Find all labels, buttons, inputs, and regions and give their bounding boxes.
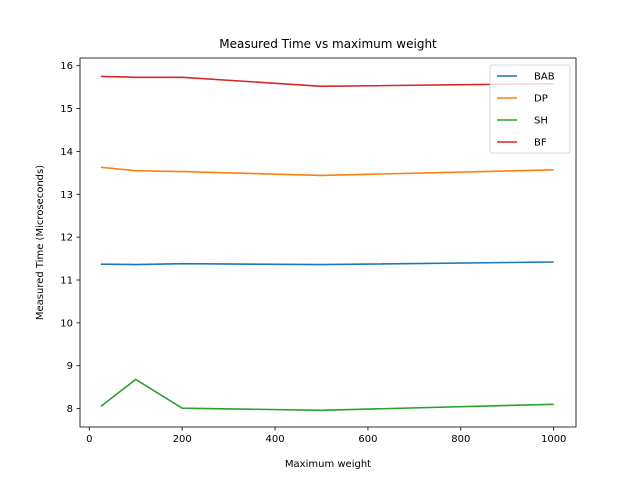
series-lines	[100, 75, 554, 412]
series-line-bf	[100, 75, 554, 88]
x-tick-label: 200	[173, 434, 192, 445]
x-axis-ticks: 0 200 400 600 800 1000	[86, 427, 566, 445]
legend-label-bab: BAB	[534, 72, 555, 83]
x-tick-label: 600	[358, 434, 377, 445]
series-line-dp	[100, 166, 554, 177]
y-tick-label: 12	[60, 233, 73, 244]
series-line-sh	[100, 378, 554, 412]
plot-frame	[79, 57, 577, 428]
y-axis-ticks: 8 9 10 11 12 13 14 15 16	[60, 61, 80, 415]
x-tick-label: 0	[86, 434, 92, 445]
y-tick-label: 9	[67, 361, 73, 372]
y-tick-label: 13	[60, 190, 73, 201]
y-tick-label: 10	[60, 318, 73, 329]
x-axis-label: Maximum weight	[285, 459, 371, 470]
x-tick-label: 400	[266, 434, 285, 445]
y-tick-label: 14	[60, 147, 73, 158]
legend: BAB DP SH BF	[489, 64, 571, 154]
series-line-bab	[100, 261, 554, 266]
legend-box	[489, 64, 571, 154]
x-tick-label: 800	[451, 434, 470, 445]
legend-label-bf: BF	[534, 138, 547, 149]
y-axis-label: Measured Time (Microseconds)	[35, 165, 46, 320]
legend-label-dp: DP	[534, 94, 548, 105]
y-tick-label: 8	[67, 404, 73, 415]
chart-title: Measured Time vs maximum weight	[219, 37, 437, 51]
y-tick-label: 11	[60, 276, 73, 287]
y-tick-label: 15	[60, 104, 73, 115]
y-tick-label: 16	[60, 61, 73, 72]
legend-label-sh: SH	[534, 116, 548, 127]
x-tick-label: 1000	[541, 434, 566, 445]
